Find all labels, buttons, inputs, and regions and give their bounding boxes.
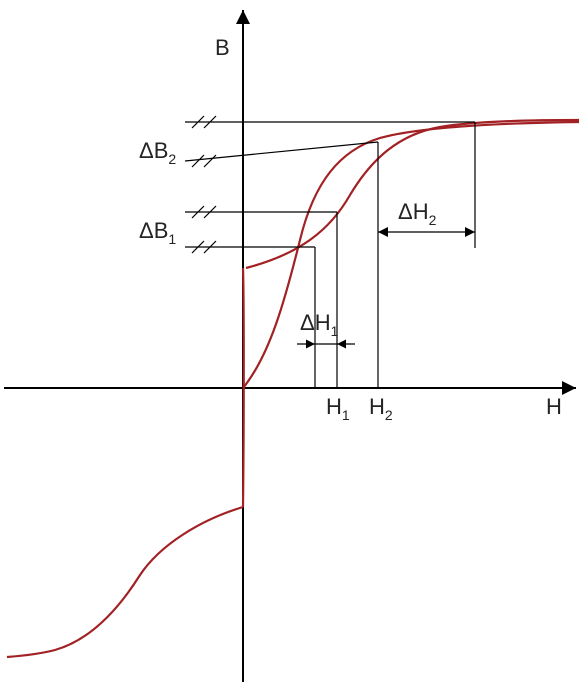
delta-h2-label: ΔH2 (398, 199, 437, 228)
hysteresis-diagram: B H H1 H2 ΔB2 ΔB1 ΔH2 ΔH1 (0, 0, 587, 687)
descending-branch-curve (243, 268, 244, 507)
delta-b1-label: ΔB1 (139, 218, 176, 247)
y-axis-label: B (215, 35, 230, 60)
h2-label: H2 (369, 394, 393, 423)
h1-label: H1 (326, 394, 350, 423)
x-axis-label: H (546, 394, 562, 419)
delta-h1-label: ΔH1 (300, 310, 339, 339)
upper-branch-curve (246, 120, 579, 268)
lower-branch-curve (7, 507, 243, 657)
initial-magnetization-curve (243, 122, 579, 388)
delta-b2-label: ΔB2 (139, 138, 176, 167)
db2-lower-hline (185, 142, 378, 161)
